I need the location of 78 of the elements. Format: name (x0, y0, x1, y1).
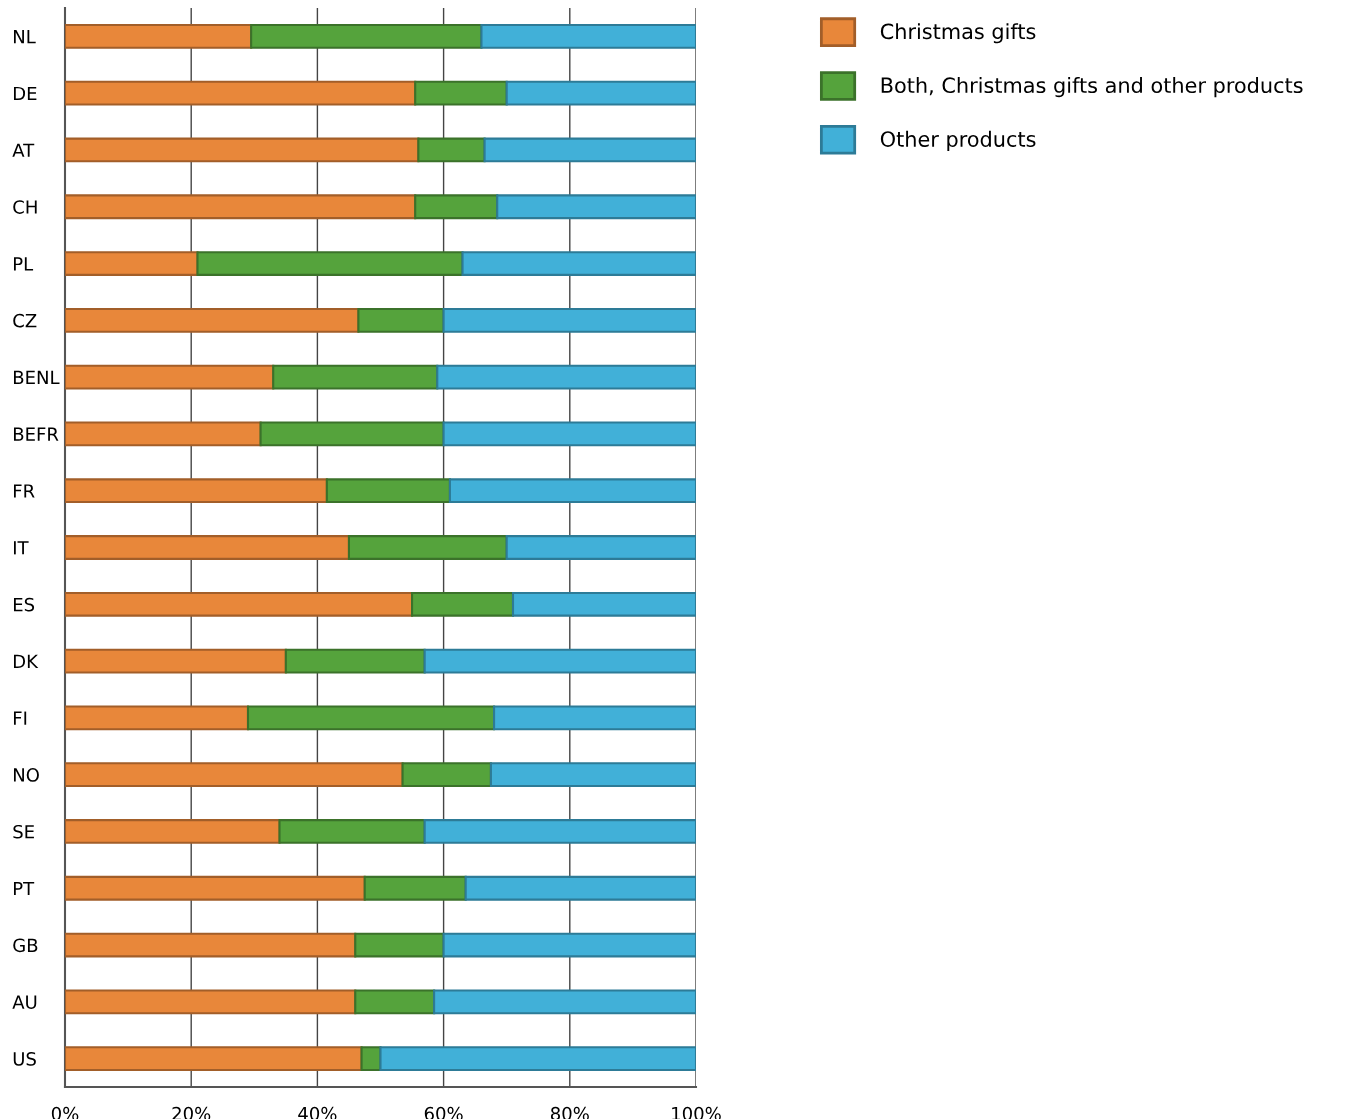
y-tick-label: NL (13, 30, 36, 44)
y-tick-label: AT (12, 143, 35, 157)
bar (354, 932, 445, 958)
bar (65, 932, 357, 958)
bar (363, 875, 467, 901)
y-tick-label: FI (13, 711, 27, 725)
y-tick-label: ES (13, 597, 35, 612)
bar (423, 819, 696, 844)
bar (65, 989, 357, 1015)
bar (65, 251, 199, 276)
y-tick-label: FR (13, 484, 35, 498)
y-tick-label: BEFR (13, 427, 59, 441)
bar (483, 137, 696, 163)
bar (379, 1046, 696, 1071)
y-tick-label: AU (12, 995, 37, 1009)
bar (511, 591, 696, 617)
bar (65, 1046, 363, 1071)
bar (65, 364, 275, 390)
y-tick-label: SE (13, 824, 34, 839)
bar (442, 421, 696, 447)
bar (442, 932, 696, 958)
bar (272, 364, 439, 390)
bar (414, 194, 499, 220)
bar (65, 24, 253, 49)
bar (423, 648, 696, 674)
y-tick-label: BENL (13, 370, 60, 384)
bar (250, 24, 483, 49)
bar (65, 535, 350, 560)
bar (65, 648, 287, 674)
bar (461, 251, 696, 276)
bar (65, 80, 417, 106)
bar (417, 137, 486, 163)
bar (278, 819, 426, 844)
bar (65, 307, 360, 333)
bar (464, 875, 696, 901)
legend-label: Both, Christmas gifts and other products (881, 76, 1303, 98)
bar (442, 307, 696, 333)
bar (325, 478, 451, 504)
y-tick-label: CH (13, 200, 37, 214)
y-tick-label: PT (13, 881, 35, 896)
bar (65, 478, 328, 504)
y-tick-label: DE (13, 86, 37, 101)
bar (347, 535, 508, 560)
bar (65, 819, 281, 844)
bar (354, 989, 436, 1015)
bar (65, 875, 366, 901)
bar (489, 762, 696, 788)
legend-label: Christmas gifts (880, 23, 1036, 44)
bar (259, 421, 445, 447)
bar (505, 80, 696, 106)
bar (505, 535, 696, 560)
y-tick-label: US (13, 1052, 36, 1066)
bar (196, 251, 464, 276)
y-tick-label: IT (13, 541, 29, 555)
y-tick-label: GB (13, 938, 38, 953)
legend-label: Other products (880, 130, 1036, 151)
bar (401, 762, 492, 788)
bar (480, 24, 696, 49)
bar (65, 194, 417, 220)
bar (65, 421, 262, 447)
bar (493, 705, 696, 731)
bar (414, 80, 508, 106)
bar (436, 364, 696, 390)
y-tick-label: NO (13, 768, 39, 782)
bar (65, 591, 414, 617)
y-tick-label: PL (13, 257, 34, 271)
y-tick-label: CZ (13, 313, 37, 328)
bar (246, 705, 496, 731)
y-tick-label: DK (13, 654, 39, 668)
bar (433, 989, 696, 1015)
bar (65, 705, 250, 731)
bar (496, 194, 696, 220)
bar (284, 648, 426, 674)
bar (411, 591, 515, 617)
bar (65, 762, 404, 788)
bar (448, 478, 696, 504)
bar (357, 307, 445, 333)
bar (65, 137, 420, 163)
